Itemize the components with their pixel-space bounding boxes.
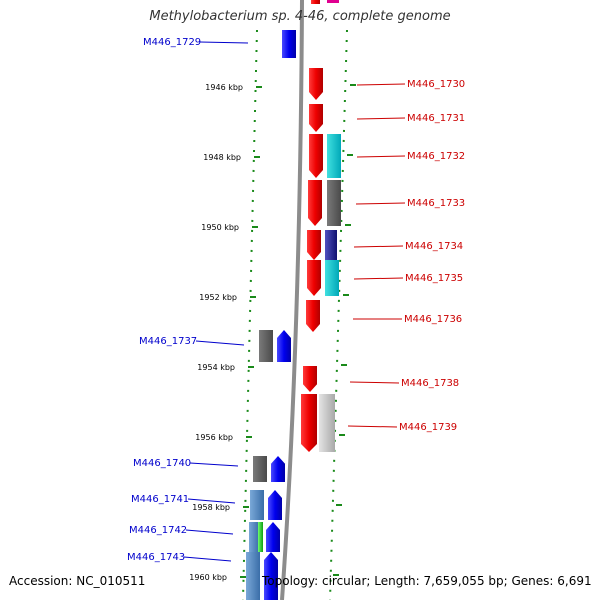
gene-feature-block[interactable]: [319, 394, 335, 452]
gene-label[interactable]: M446_1736: [404, 314, 462, 325]
gene-label[interactable]: M446_1731: [407, 113, 465, 124]
gene-label-leader: [185, 529, 234, 535]
gene-label[interactable]: M446_1730: [407, 79, 465, 90]
gene-arrow[interactable]: [266, 522, 280, 552]
gene-feature-block[interactable]: [246, 552, 260, 600]
tick-label: 1954 kbp: [197, 363, 235, 372]
gene-m446_1739[interactable]: M446_1739: [301, 394, 457, 452]
gene-m446_1733[interactable]: M446_1733: [308, 180, 465, 226]
gene-m446_1742[interactable]: M446_1742: [129, 522, 280, 552]
gene-arrow[interactable]: [307, 230, 321, 260]
gene-label[interactable]: M446_1729: [143, 37, 201, 48]
outer-guide-line-right: [329, 29, 348, 600]
gene-m446_1729[interactable]: M446_1729: [143, 30, 296, 58]
gene-label[interactable]: M446_1734: [405, 241, 463, 252]
gene-feature-block[interactable]: [258, 522, 263, 552]
genome-backbone: [280, 0, 304, 600]
gene-m446_1736[interactable]: M446_1736: [306, 300, 462, 332]
topology-text: Topology: circular; Length: 7,659,055 bp…: [262, 574, 592, 588]
gene-label[interactable]: M446_1735: [405, 273, 463, 284]
gene-label-leader: [349, 381, 400, 384]
gene-label[interactable]: M446_1740: [133, 458, 191, 469]
gene-label[interactable]: M446_1737: [139, 336, 197, 347]
gene-label-leader: [353, 245, 404, 248]
gene-label[interactable]: M446_1738: [401, 378, 459, 389]
gene-arrow-top-cut-2[interactable]: [327, 0, 339, 3]
tick-label: 1956 kbp: [195, 433, 233, 442]
tick-label: 1952 kbp: [199, 293, 237, 302]
kbp-ticks: 1946 kbp 1948 kbp 1950 kbp 1952 kbp 1954 kbp…: [189, 83, 356, 582]
gene-arrow-top-cut-1[interactable]: [311, 0, 320, 4]
gene-arrow[interactable]: [309, 134, 323, 178]
gene-label-leader: [356, 117, 406, 120]
tick-label: 1960 kbp: [189, 573, 227, 582]
tick-label: 1946 kbp: [205, 83, 243, 92]
gene-arrow[interactable]: [268, 490, 282, 520]
gene-arrow[interactable]: [306, 300, 320, 332]
gene-arrow[interactable]: [264, 552, 278, 600]
gene-feature-block[interactable]: [327, 180, 341, 226]
gene-feature-block[interactable]: [250, 490, 264, 520]
gene-arrow[interactable]: [301, 394, 317, 452]
gene-m446_1731[interactable]: M446_1731: [309, 104, 465, 132]
gene-label-leader: [356, 83, 406, 86]
gene-label[interactable]: M446_1741: [131, 494, 189, 505]
gene-arrow[interactable]: [307, 260, 321, 296]
gene-m446_1741[interactable]: M446_1741: [131, 490, 282, 520]
gene-arrow[interactable]: [271, 456, 285, 482]
gene-label[interactable]: M446_1743: [127, 552, 185, 563]
gene-label-leader: [189, 462, 239, 467]
gene-label-leader: [355, 202, 406, 205]
gene-arrow[interactable]: [309, 104, 323, 132]
tick-label: 1950 kbp: [201, 223, 239, 232]
gene-m446_1743[interactable]: M446_1743: [127, 552, 278, 600]
gene-arrow[interactable]: [277, 330, 291, 362]
gene-m446_1735[interactable]: M446_1735: [307, 260, 463, 296]
gene-m446_1734[interactable]: M446_1734: [307, 230, 463, 260]
gene-m446_1738[interactable]: M446_1738: [303, 366, 459, 392]
gene-m446_1732[interactable]: M446_1732: [309, 134, 465, 178]
gene-feature-block[interactable]: [249, 522, 259, 552]
gene-label[interactable]: M446_1739: [399, 422, 457, 433]
gene-feature-block[interactable]: [259, 330, 273, 362]
gene-m446_1730[interactable]: M446_1730: [309, 68, 465, 100]
tick-label: 1948 kbp: [203, 153, 241, 162]
gene-label-leader: [183, 556, 232, 562]
gene-label[interactable]: M446_1733: [407, 198, 465, 209]
tick-label: 1958 kbp: [192, 503, 230, 512]
accession-text: Accession: NC_010511: [9, 574, 146, 588]
gene-arrow[interactable]: [309, 68, 323, 100]
gene-label[interactable]: M446_1742: [129, 525, 187, 536]
gene-feature-block[interactable]: [327, 134, 341, 178]
gene-arrow[interactable]: [282, 30, 296, 58]
gene-m446_1737[interactable]: M446_1737: [139, 330, 291, 362]
gene-label[interactable]: M446_1732: [407, 151, 465, 162]
gene-arrow[interactable]: [308, 180, 322, 226]
gene-m446_1740[interactable]: M446_1740: [133, 456, 285, 482]
gene-feature-block[interactable]: [325, 260, 339, 296]
gene-arrow[interactable]: [303, 366, 317, 392]
gene-feature-block[interactable]: [325, 230, 337, 260]
gene-label-leader: [199, 41, 249, 44]
map-title: Methylobacterium sp. 4-46, complete geno…: [149, 9, 451, 24]
gene-label-leader: [195, 340, 245, 346]
gene-label-leader: [347, 425, 398, 428]
gene-features: M446_1729 M446_1730 M446_1731 M446_1732 M446…: [127, 30, 465, 600]
gene-label-leader: [187, 498, 236, 504]
gene-feature-block[interactable]: [253, 456, 267, 482]
gene-label-leader: [353, 277, 404, 280]
gene-label-leader: [356, 155, 406, 158]
